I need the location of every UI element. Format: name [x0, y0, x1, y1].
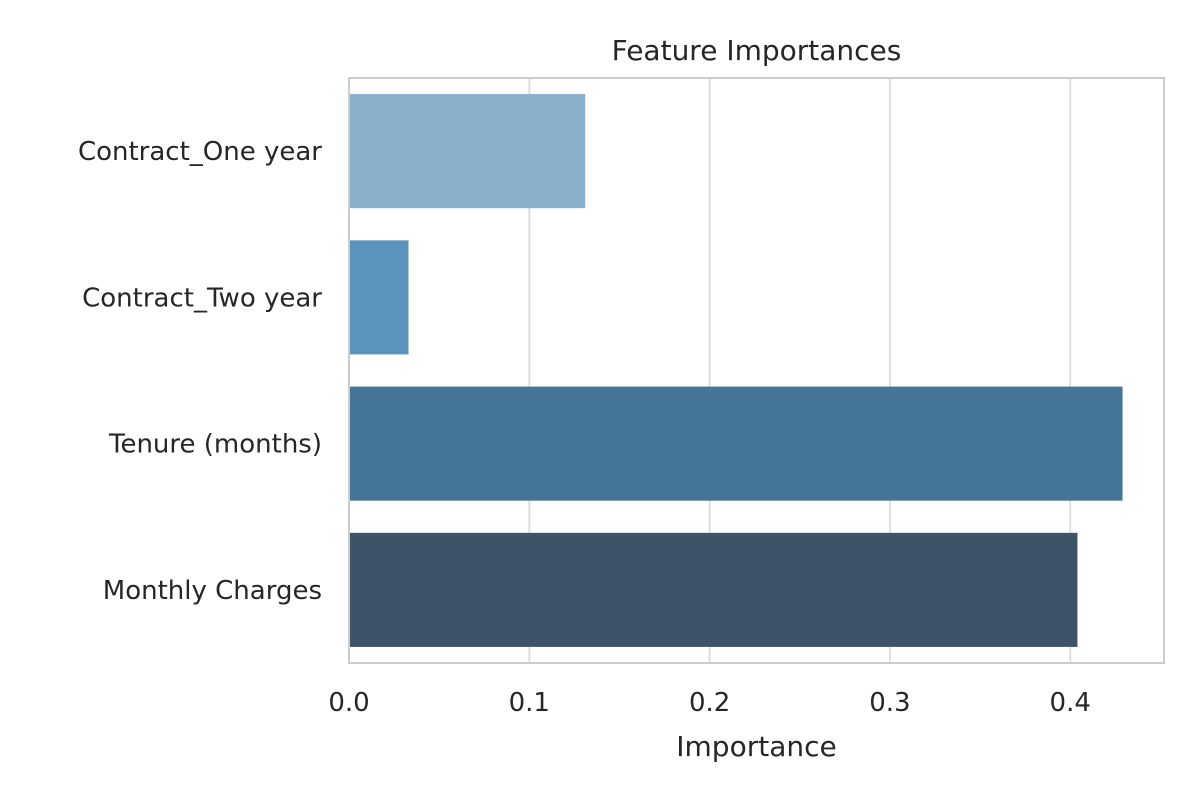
- x-axis-ticks: 0.0 0.1 0.2 0.3 0.4: [328, 688, 1091, 718]
- x-tick-label: 0.2: [689, 688, 730, 718]
- y-category-label: Tenure (months): [108, 430, 322, 460]
- y-category-label: Contract_Two year: [82, 283, 322, 313]
- x-tick-label: 0.3: [869, 688, 910, 718]
- bar: [349, 240, 409, 355]
- y-category-label: Contract_One year: [78, 137, 322, 167]
- y-axis-categories: Contract_One year Contract_Two year Tenure…: [78, 137, 322, 606]
- bar: [349, 386, 1123, 501]
- x-axis-label: Importance: [676, 730, 836, 763]
- plot-frame: [348, 77, 1165, 664]
- x-tick-label: 0.0: [328, 688, 369, 718]
- x-tick-label: 0.1: [509, 688, 550, 718]
- chart-title: Feature Importances: [612, 34, 902, 67]
- bars-layer: [349, 94, 1123, 647]
- bar: [349, 532, 1078, 647]
- y-category-label: Monthly Charges: [103, 576, 322, 606]
- bar: [349, 94, 586, 209]
- x-tick-label: 0.4: [1050, 688, 1091, 718]
